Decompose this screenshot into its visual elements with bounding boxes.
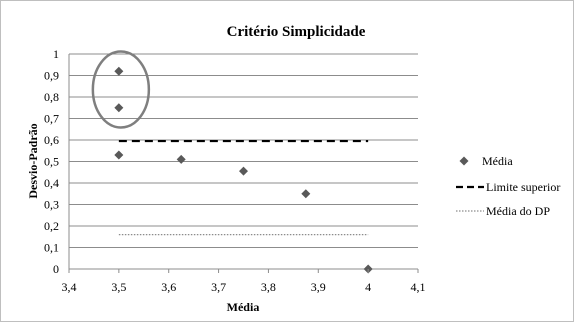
y-tick-label: 0,7 (44, 112, 59, 126)
highlight-ellipse (91, 50, 151, 129)
y-tick-label: 0,1 (44, 241, 59, 255)
legend-label: Média do DP (486, 204, 550, 218)
plot-area (91, 50, 373, 274)
y-tick-label: 0,3 (44, 198, 59, 212)
y-tick-label: 0 (53, 262, 59, 276)
x-tick-label: 4 (365, 280, 371, 294)
y-tick-label: 1 (53, 47, 59, 61)
y-tick-label: 0,6 (44, 133, 59, 147)
data-point (301, 189, 311, 199)
data-point (114, 66, 124, 76)
data-point (114, 150, 124, 160)
legend-label: Limite superior (486, 180, 560, 194)
data-point (114, 103, 124, 113)
x-tick-label: 3,6 (161, 280, 176, 294)
legend: Média Limite superior Média do DP (456, 154, 560, 218)
axis-ticks: 0 0,1 0,2 0,3 0,4 0,5 0,6 0,7 0,8 0,9 1 3,4 3,5 3,6 3,… (44, 47, 426, 294)
y-tick-label: 0,9 (44, 69, 59, 83)
gridlines (68, 53, 418, 270)
x-tick-label: 3,9 (311, 280, 326, 294)
legend-label: Média (482, 154, 513, 168)
y-tick-label: 0,8 (44, 90, 59, 104)
x-tick-label: 3,7 (211, 280, 226, 294)
y-tick-label: 0,5 (44, 155, 59, 169)
x-tick-label: 3,8 (261, 280, 276, 294)
y-tick-label: 0,4 (44, 176, 59, 190)
data-point (176, 154, 186, 164)
chart-title: Critério Simplicidade (227, 24, 366, 40)
x-axis-title: Média (227, 300, 260, 314)
y-tick-label: 0,2 (44, 219, 59, 233)
x-tick-label: 3,4 (62, 280, 77, 294)
data-point (239, 166, 248, 176)
x-tick-label: 4,1 (411, 280, 426, 294)
legend-swatch (459, 156, 469, 166)
x-tick-label: 3,5 (111, 280, 126, 294)
y-axis-title: Desvio-Padrão (26, 123, 40, 198)
